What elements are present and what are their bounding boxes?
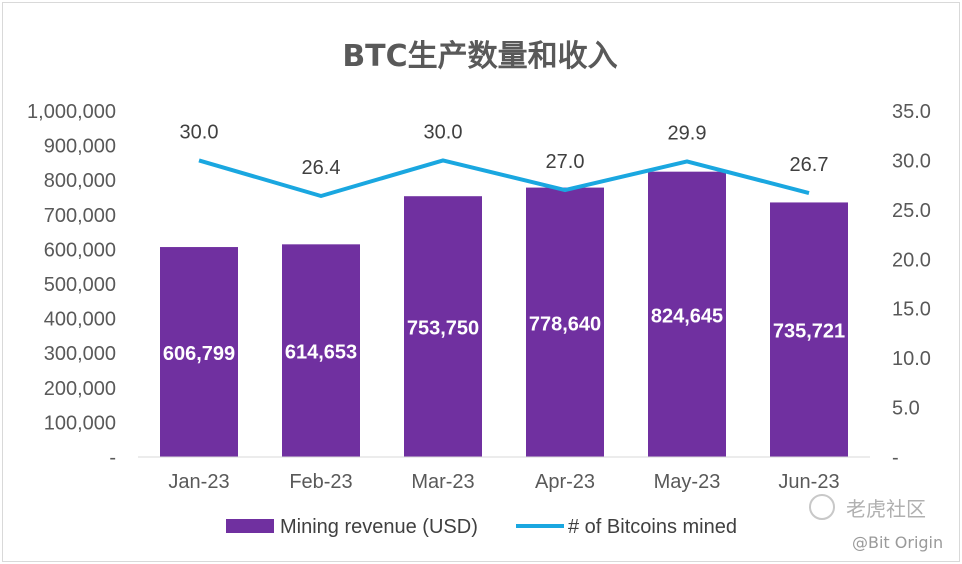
watermark-brand: 老虎社区 bbox=[846, 497, 926, 521]
y-left-tick-label: 1,000,000 bbox=[27, 101, 116, 123]
y-right-tick-label: 35.0 bbox=[892, 101, 931, 123]
y-left-tick-label: 800,000 bbox=[44, 170, 116, 192]
y-right-tick-label: 30.0 bbox=[892, 150, 931, 172]
y-right-tick-label: 10.0 bbox=[892, 348, 931, 370]
y-left-tick-label: 400,000 bbox=[44, 309, 116, 331]
line-data-label: 27.0 bbox=[546, 151, 585, 173]
x-tick-label: Jun-23 bbox=[778, 471, 839, 493]
bar-Jan-23 bbox=[160, 247, 238, 457]
y-right-tick-label: - bbox=[892, 447, 899, 469]
bars-group: 606,799 614,653 753,750 778,640 824,645 735,7… bbox=[160, 171, 848, 457]
y-left-tick-label: 300,000 bbox=[44, 343, 116, 365]
bar-Mar-23 bbox=[404, 196, 482, 457]
bar-data-label: 735,721 bbox=[773, 321, 845, 343]
y-left-tick-label: 200,000 bbox=[44, 378, 116, 400]
y-axis-right: - 5.0 10.0 15.0 20.0 25.0 30.0 35.0 bbox=[892, 101, 931, 469]
y-left-tick-label: 500,000 bbox=[44, 274, 116, 296]
legend: Mining revenue (USD) # of Bitcoins mined bbox=[226, 516, 737, 538]
line-data-label: 26.4 bbox=[302, 157, 341, 179]
line-data-label: 30.0 bbox=[424, 121, 463, 143]
line-data-label: 30.0 bbox=[180, 121, 219, 143]
line-group: 30.0 26.4 30.0 27.0 29.9 26.7 bbox=[180, 121, 829, 199]
legend-label-revenue: Mining revenue (USD) bbox=[280, 516, 478, 538]
line-data-label: 26.7 bbox=[790, 154, 829, 176]
bar-data-label: 778,640 bbox=[529, 313, 601, 335]
x-axis: Jan-23 Feb-23 Mar-23 Apr-23 May-23 Jun-23 bbox=[138, 456, 870, 493]
y-left-tick-label: 900,000 bbox=[44, 136, 116, 158]
chart-title: BTC生产数量和收入 bbox=[342, 39, 617, 74]
x-tick-label: Jan-23 bbox=[168, 471, 229, 493]
x-tick-label: Feb-23 bbox=[289, 471, 352, 493]
y-right-tick-label: 15.0 bbox=[892, 299, 931, 321]
watermark-logo-icon bbox=[809, 494, 835, 520]
y-left-tick-label: - bbox=[109, 447, 116, 469]
y-axis-left: - 100,000 200,000 300,000 400,000 500,000 600,… bbox=[27, 101, 116, 469]
line-data-label: 29.9 bbox=[668, 122, 707, 144]
y-left-tick-label: 100,000 bbox=[44, 412, 116, 434]
x-tick-label: May-23 bbox=[654, 471, 721, 493]
bar-Jun-23 bbox=[770, 202, 848, 457]
bar-Feb-23 bbox=[282, 244, 360, 457]
y-left-tick-label: 600,000 bbox=[44, 239, 116, 261]
bar-Apr-23 bbox=[526, 187, 604, 457]
watermark-handle: @Bit Origin bbox=[852, 533, 943, 552]
bar-data-label: 606,799 bbox=[163, 343, 235, 365]
y-right-tick-label: 25.0 bbox=[892, 200, 931, 222]
y-right-tick-label: 20.0 bbox=[892, 249, 931, 271]
watermark: 老虎社区 @Bit Origin bbox=[809, 494, 943, 552]
bar-data-label: 614,653 bbox=[285, 342, 357, 364]
y-right-tick-label: 5.0 bbox=[892, 398, 920, 420]
x-tick-label: Mar-23 bbox=[411, 471, 474, 493]
bar-May-23 bbox=[648, 171, 726, 457]
x-tick-label: Apr-23 bbox=[535, 471, 595, 493]
bar-data-label: 753,750 bbox=[407, 318, 479, 340]
bitcoins-mined-line bbox=[198, 158, 810, 199]
y-left-tick-label: 700,000 bbox=[44, 205, 116, 227]
legend-swatch-revenue bbox=[226, 519, 274, 533]
bar-data-label: 824,645 bbox=[651, 305, 723, 327]
legend-label-bitcoins: # of Bitcoins mined bbox=[568, 516, 737, 538]
